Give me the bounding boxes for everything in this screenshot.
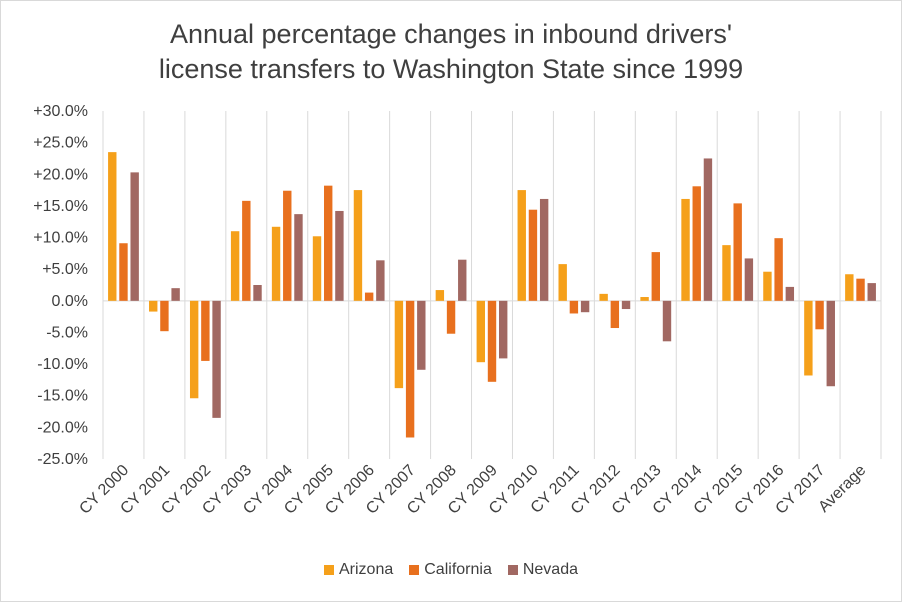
- y-tick-label: 0.0%: [52, 293, 88, 310]
- bar-nevada: [417, 300, 426, 370]
- y-tick-label: +15.0%: [33, 198, 88, 215]
- y-tick-label: -15.0%: [37, 388, 88, 405]
- bar-california: [487, 300, 497, 382]
- bar-california: [651, 252, 660, 301]
- bar-california: [364, 292, 374, 301]
- bar-arizona: [845, 274, 854, 301]
- legend-item-nevada: Nevada: [507, 561, 578, 579]
- bar-arizona: [149, 300, 158, 312]
- legend-label: Arizona: [339, 561, 394, 578]
- bar-arizona: [763, 271, 772, 301]
- bar-california: [201, 300, 210, 361]
- bar-california: [242, 200, 251, 301]
- bar-arizona: [476, 300, 485, 363]
- bar-california: [692, 186, 701, 301]
- bar-nevada: [294, 214, 303, 301]
- y-tick-label: -20.0%: [37, 419, 88, 436]
- bar-nevada: [744, 258, 754, 301]
- chart-title-line-2: license transfers to Washington State si…: [158, 54, 744, 84]
- bar-nevada: [867, 283, 876, 301]
- bar-arizona: [394, 300, 404, 389]
- bar-nevada: [130, 172, 139, 301]
- bar-california: [528, 209, 538, 301]
- bar-arizona: [435, 290, 445, 301]
- chart-legend: Arizona California Nevada: [1, 561, 901, 579]
- legend-swatch: [324, 565, 334, 575]
- bar-nevada: [212, 300, 221, 418]
- bar-nevada: [826, 300, 835, 387]
- bar-nevada: [785, 286, 795, 301]
- legend-item-california: California: [409, 561, 492, 579]
- bar-california: [446, 300, 456, 334]
- bar-arizona: [189, 300, 199, 399]
- legend-label: California: [424, 561, 492, 578]
- bar-arizona: [599, 293, 608, 301]
- bar-arizona: [722, 245, 731, 301]
- chart-title: Annual percentage changes in inbound dri…: [1, 17, 901, 87]
- y-tick-label: +25.0%: [33, 135, 88, 152]
- bar-nevada: [703, 158, 713, 301]
- bar-nevada: [662, 300, 672, 342]
- bar-arizona: [804, 300, 813, 376]
- bar-nevada: [539, 198, 549, 301]
- bar-california: [119, 243, 128, 301]
- bar-nevada: [335, 210, 344, 301]
- bar-arizona: [108, 152, 117, 301]
- bar-california: [283, 190, 292, 301]
- bar-nevada: [621, 300, 631, 310]
- bar-california: [610, 300, 620, 329]
- bar-arizona: [517, 190, 526, 301]
- bar-nevada: [458, 259, 467, 301]
- bar-arizona: [312, 236, 322, 301]
- bar-nevada: [253, 285, 262, 301]
- legend-item-arizona: Arizona: [324, 561, 393, 579]
- bar-california: [733, 203, 742, 301]
- bar-california: [324, 185, 333, 301]
- bar-nevada: [499, 300, 508, 359]
- bar-arizona: [353, 190, 363, 301]
- bar-california: [405, 300, 415, 438]
- y-tick-label: +20.0%: [33, 166, 88, 183]
- legend-label: Nevada: [522, 561, 578, 578]
- bar-nevada: [376, 260, 385, 301]
- bar-nevada: [171, 288, 180, 301]
- bar-california: [160, 300, 169, 332]
- bar-california: [569, 300, 579, 314]
- y-tick-label: +5.0%: [42, 261, 88, 278]
- bar-arizona: [681, 198, 690, 301]
- y-tick-label: +10.0%: [33, 230, 88, 247]
- y-tick-label: -25.0%: [37, 451, 88, 468]
- bar-california: [815, 300, 824, 330]
- y-tick-label: -10.0%: [37, 356, 88, 373]
- bar-arizona: [230, 231, 240, 301]
- bar-nevada: [580, 300, 590, 313]
- bar-arizona: [640, 297, 649, 301]
- chart-title-line-1: Annual percentage changes in inbound dri…: [169, 19, 733, 49]
- bar-arizona: [558, 264, 567, 301]
- y-tick-label: +30.0%: [33, 103, 88, 120]
- y-tick-label: -5.0%: [46, 324, 88, 341]
- bar-california: [774, 238, 783, 301]
- bar-arizona: [271, 226, 281, 301]
- legend-swatch: [507, 565, 518, 575]
- legend-swatch: [409, 565, 420, 575]
- bar-california: [856, 278, 865, 301]
